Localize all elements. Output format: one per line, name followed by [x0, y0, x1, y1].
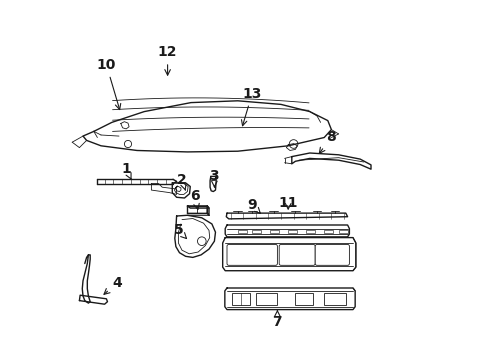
- Text: 8: 8: [319, 130, 336, 153]
- Text: 13: 13: [242, 87, 262, 126]
- Text: 6: 6: [190, 189, 199, 210]
- Bar: [339, 230, 347, 233]
- Text: 11: 11: [278, 197, 298, 210]
- FancyBboxPatch shape: [279, 244, 315, 265]
- Bar: [270, 230, 279, 233]
- Text: 3: 3: [210, 170, 219, 187]
- Bar: [256, 293, 277, 305]
- Text: 5: 5: [173, 224, 187, 239]
- Text: 1: 1: [122, 162, 131, 179]
- Bar: [324, 230, 333, 233]
- Text: 9: 9: [247, 198, 260, 213]
- Bar: [295, 293, 314, 305]
- Bar: [306, 230, 315, 233]
- Text: 7: 7: [272, 310, 282, 329]
- Text: 12: 12: [158, 45, 177, 75]
- FancyBboxPatch shape: [315, 244, 349, 265]
- Bar: [324, 293, 346, 305]
- Bar: [252, 230, 261, 233]
- Bar: [238, 230, 247, 233]
- Bar: [232, 293, 250, 305]
- FancyBboxPatch shape: [227, 244, 277, 265]
- Text: 4: 4: [104, 276, 122, 294]
- Bar: [288, 230, 297, 233]
- Text: 10: 10: [97, 58, 121, 109]
- Text: 2: 2: [177, 173, 187, 190]
